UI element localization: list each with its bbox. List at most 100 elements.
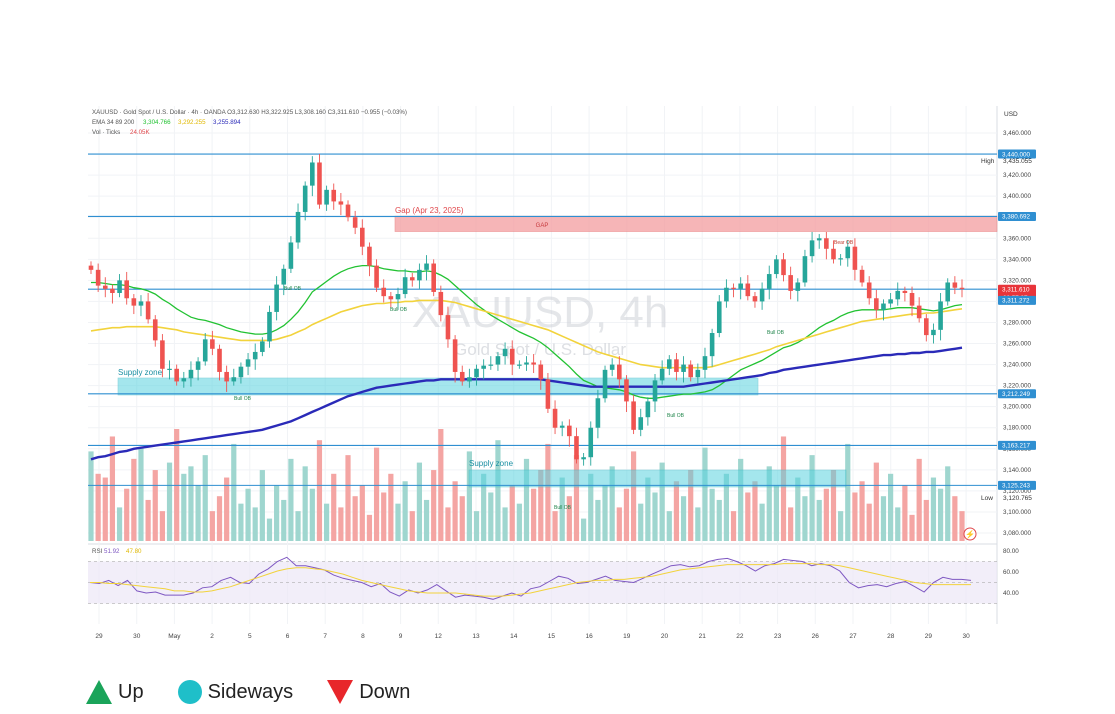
candle-body — [359, 227, 365, 247]
candle-body — [552, 408, 558, 428]
volume-bar — [630, 451, 637, 541]
volume-bar — [516, 503, 522, 541]
candle-body — [459, 371, 465, 382]
price-tick-label: 3,320.000 — [1003, 277, 1032, 284]
volume-bar — [666, 511, 672, 541]
price-tick-label: 3,400.000 — [1003, 193, 1032, 200]
volume-bar — [495, 440, 501, 541]
volume-bar — [945, 466, 951, 541]
candle-body — [845, 246, 851, 259]
candle-body — [759, 288, 765, 302]
candle-body — [538, 364, 544, 380]
bull-ob-label-6: Bull OB — [554, 505, 572, 511]
volume-bar — [102, 477, 108, 541]
volume-bar — [566, 496, 572, 541]
rsi-tick-label: 60.00 — [1003, 569, 1019, 576]
circle-icon — [177, 680, 202, 704]
time-tick-label: 9 — [399, 633, 403, 640]
volume-bar — [581, 518, 587, 541]
horizontal-levels — [88, 153, 997, 486]
volume-bar — [930, 477, 937, 541]
time-tick-label: 8 — [361, 633, 365, 640]
price-tags: 3,440.0003,380.6923,311.61002:57:373,311… — [998, 149, 1036, 490]
candle-body — [916, 305, 922, 319]
volume-bar — [352, 496, 358, 541]
price-tick-label: 3,360.000 — [1003, 235, 1032, 242]
volume-bar — [952, 496, 958, 541]
candle-body — [609, 364, 615, 370]
candle-body — [802, 256, 808, 283]
legend-up-label: Up — [118, 680, 144, 703]
gap-box-label: GAP — [536, 223, 549, 229]
candle-body — [895, 290, 901, 300]
candle-body — [795, 282, 801, 291]
candle-body — [874, 298, 879, 310]
candle-body — [695, 369, 701, 378]
volume-bar — [916, 458, 922, 541]
time-tick-label: 20 — [661, 633, 669, 640]
price-tick-label: 3,200.000 — [1003, 404, 1032, 411]
alert-icon[interactable] — [963, 527, 977, 541]
price-tag — [998, 440, 1036, 450]
volume-bar — [152, 470, 158, 541]
volume-bar — [688, 470, 694, 541]
time-axis[interactable]: 29 30 May 2 5 6 7 8 9 12 13 14 15 16 19 20 21 22 23 26 27 28 2… — [95, 633, 970, 640]
candle-body — [188, 369, 194, 379]
currency-label: USD — [1004, 111, 1018, 118]
candle-body — [331, 189, 337, 202]
time-tick-label: 12 — [435, 633, 443, 640]
volume-bar — [545, 443, 551, 541]
supply-zone-2 — [468, 469, 847, 488]
rsi-axis: 80.00 60.00 40.00 — [1003, 548, 1019, 597]
ema200-value: 3,255.894 — [213, 119, 241, 126]
price-axis[interactable]: 3,460.000 3,440.000 3,420.000 3,400.000 3,38… — [1003, 130, 1032, 537]
volume-bar — [716, 499, 722, 541]
candle-body — [160, 340, 165, 369]
candle-body — [752, 296, 758, 302]
candle-body — [702, 356, 708, 370]
time-tick-label: 27 — [849, 633, 857, 640]
candle-body — [110, 288, 115, 293]
alert-icon-glyph: ⚡ — [965, 529, 975, 539]
volume-bar — [523, 458, 530, 541]
volume-bar — [288, 458, 294, 541]
candle-body — [617, 364, 622, 380]
volume-bar — [295, 511, 301, 541]
candle-body — [788, 275, 793, 291]
zones — [117, 215, 998, 488]
triangle-up-icon — [86, 680, 112, 704]
candle-body — [431, 263, 436, 292]
candle-body — [781, 259, 786, 276]
volume-bar — [452, 481, 458, 541]
candle-body — [195, 361, 201, 370]
candle-body — [824, 238, 829, 249]
rsi-lines — [89, 556, 972, 600]
legend-down: Down — [327, 680, 410, 704]
volume-bar — [845, 443, 851, 541]
price-tick-label: 3,280.000 — [1003, 319, 1032, 326]
candle-body — [766, 274, 772, 289]
candle-body — [438, 291, 444, 316]
volume-bar — [680, 496, 687, 541]
candle-body — [245, 359, 251, 367]
vol-value: 24.05K — [130, 129, 150, 136]
price-tick-label: 3,460.000 — [1003, 130, 1032, 137]
candle-body — [688, 364, 694, 378]
volume-bar — [502, 507, 508, 541]
volume-bar — [816, 499, 822, 541]
volume-bar — [645, 477, 651, 541]
candle-body — [338, 201, 344, 205]
low-label: Low — [981, 495, 993, 502]
price-tag-text: 3,163.217 — [1002, 443, 1031, 450]
volume-bar — [281, 499, 287, 541]
volume-bar — [259, 470, 265, 541]
candle-body — [295, 211, 301, 243]
volume-bar — [852, 492, 858, 541]
price-tag-text: 3,125.243 — [1002, 483, 1031, 490]
gap-title: Gap (Apr 23, 2025) — [395, 206, 464, 215]
volume-bar — [695, 507, 701, 541]
volume-bar — [402, 481, 408, 541]
candle-body — [831, 248, 836, 260]
candle-body — [638, 417, 644, 430]
